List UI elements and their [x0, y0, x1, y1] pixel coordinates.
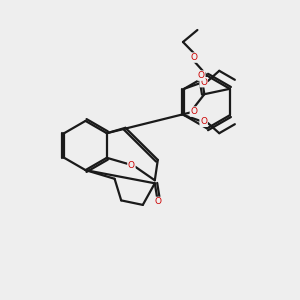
- Text: O: O: [190, 107, 197, 116]
- Text: O: O: [191, 53, 198, 62]
- Text: O: O: [200, 117, 207, 126]
- Text: O: O: [154, 197, 161, 206]
- Text: O: O: [128, 161, 135, 170]
- Text: O: O: [198, 71, 205, 80]
- Text: O: O: [200, 78, 207, 87]
